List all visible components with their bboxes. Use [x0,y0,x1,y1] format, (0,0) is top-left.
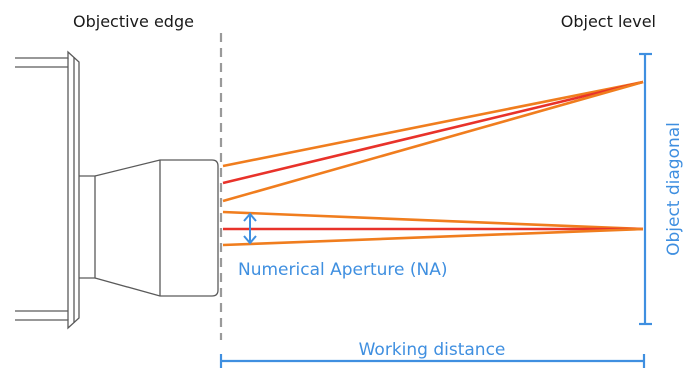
objective-edge-label: Objective edge [73,12,194,31]
objective-flange [15,50,80,330]
ray-red-upper [222,80,644,185]
objective-barrel [94,159,219,297]
object-diagonal-label: Object diagonal [664,122,684,256]
ray-orange-upper-top [222,80,644,168]
na-arrow [243,212,257,245]
ray-orange-central-bottom [222,227,644,247]
object-diagonal-bracket [639,52,652,326]
objective-lens [15,50,219,330]
working-distance-bracket [219,354,646,368]
upper-ray-bundle [222,80,644,203]
working-distance-label: Working distance [359,340,506,360]
numerical-aperture-label: Numerical Aperture (NA) [238,260,448,280]
object-level-label: Object level [561,12,656,31]
central-ray-bundle [222,210,644,247]
ray-orange-upper-bottom [222,80,644,203]
ray-orange-central-top [222,210,644,231]
objective-neck [79,175,96,279]
